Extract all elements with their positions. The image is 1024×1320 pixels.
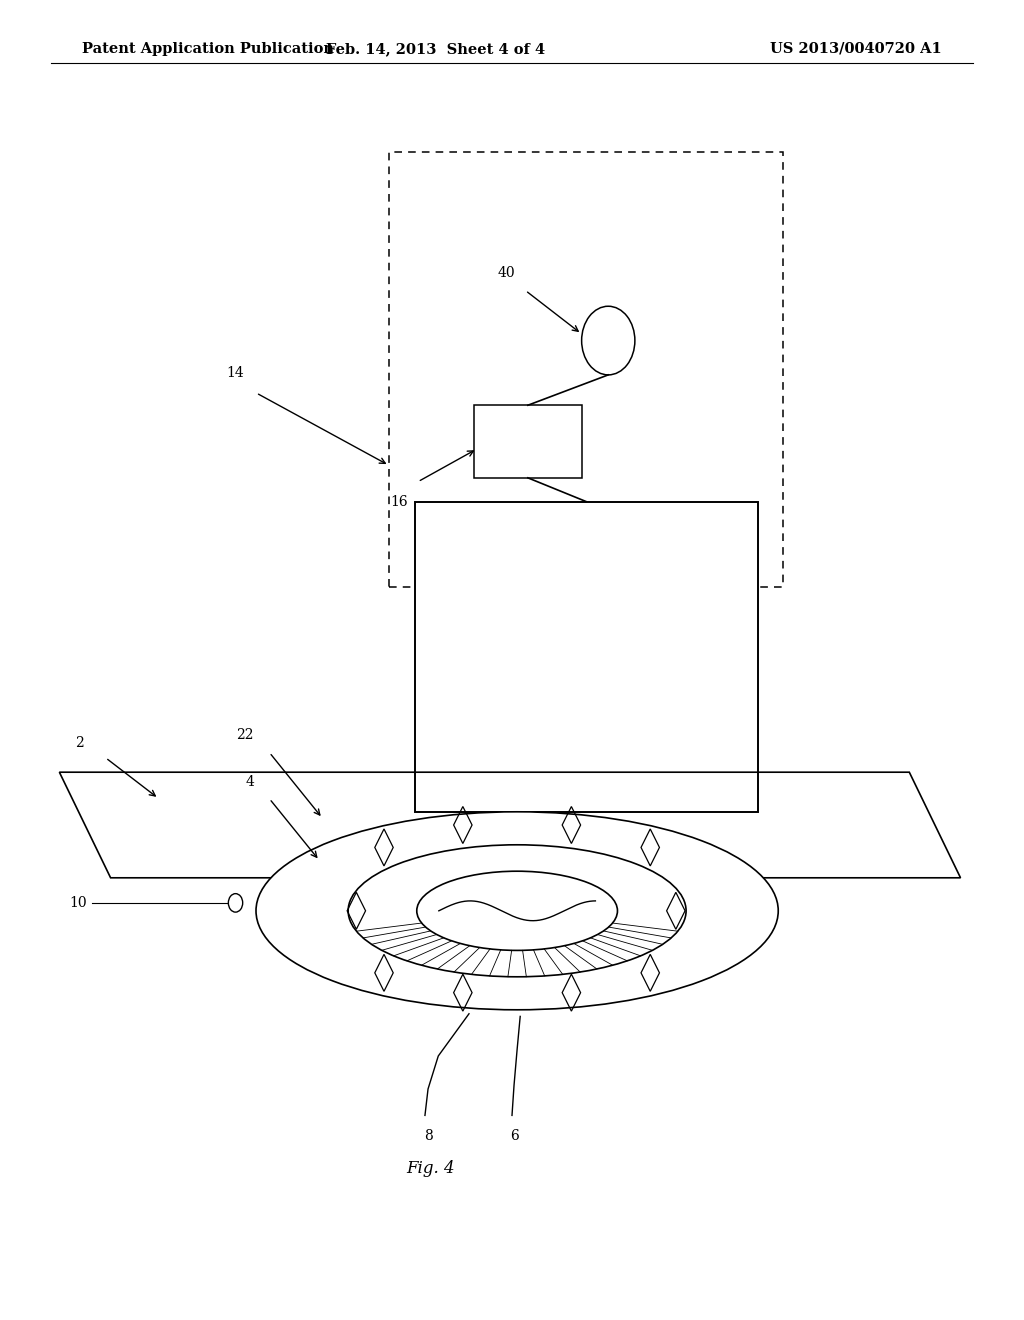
Text: 10: 10 xyxy=(70,896,87,909)
Text: Patent Application Publication: Patent Application Publication xyxy=(82,42,334,55)
Circle shape xyxy=(228,894,243,912)
Bar xyxy=(474,405,582,478)
Ellipse shape xyxy=(348,845,686,977)
Ellipse shape xyxy=(256,812,778,1010)
Bar xyxy=(415,502,758,812)
Text: Feb. 14, 2013  Sheet 4 of 4: Feb. 14, 2013 Sheet 4 of 4 xyxy=(326,42,545,55)
Text: Fig. 4: Fig. 4 xyxy=(406,1160,455,1176)
Ellipse shape xyxy=(417,871,617,950)
Text: 4: 4 xyxy=(245,775,254,789)
Text: 2: 2 xyxy=(75,735,84,750)
Text: 6: 6 xyxy=(510,1129,518,1143)
Text: 8: 8 xyxy=(424,1129,432,1143)
Text: 16: 16 xyxy=(390,495,408,510)
Circle shape xyxy=(582,306,635,375)
Text: 22: 22 xyxy=(237,727,254,742)
Text: 40: 40 xyxy=(498,265,515,280)
Text: 14: 14 xyxy=(226,366,244,380)
Bar xyxy=(389,152,783,587)
Text: US 2013/0040720 A1: US 2013/0040720 A1 xyxy=(770,42,942,55)
